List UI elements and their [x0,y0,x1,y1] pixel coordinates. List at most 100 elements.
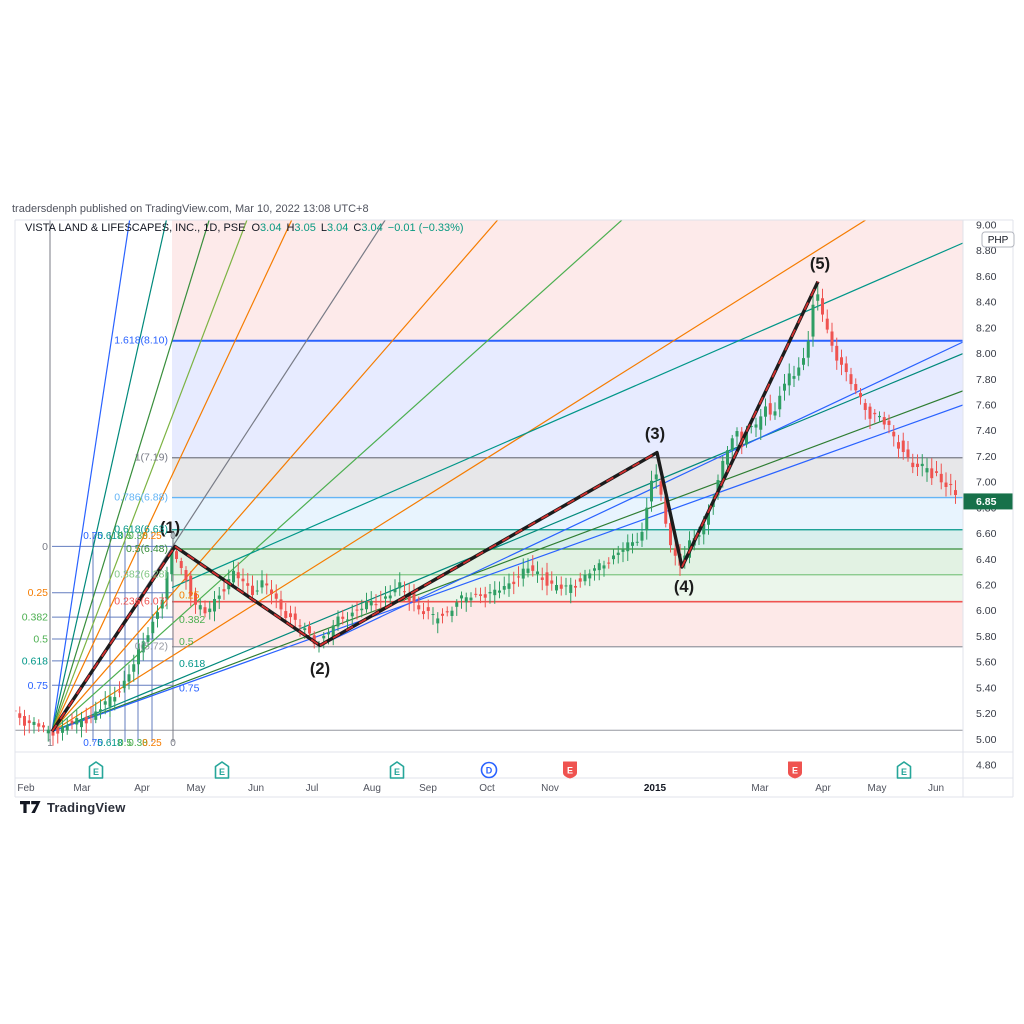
candle-body [783,383,786,391]
candle-body [939,473,943,483]
fan-ray[interactable] [51,390,963,733]
time-axis-label: Jun [248,783,264,794]
candle-body [669,523,672,546]
candle-body [113,697,117,702]
earnings-badge-icon[interactable]: E [389,761,405,779]
elliott-wave-lines[interactable] [50,280,820,733]
earnings-badge-icon[interactable]: E [88,761,104,779]
candle-body [521,568,525,579]
ohlc-pair: O3.04 [251,222,282,234]
candle-body [388,595,392,599]
candle-body [137,648,140,665]
fan-ray[interactable] [171,242,963,589]
price-axis-label: 6.00 [976,605,997,617]
candle-body [863,403,867,410]
candle-body [460,595,463,599]
candle-body [597,563,601,571]
fan-ray[interactable] [51,404,963,733]
fib-inner-label: 0.75 [179,682,200,694]
candle-body [664,496,668,524]
candle-body [255,590,259,592]
candle-body [23,716,26,726]
candle-body [455,602,459,607]
price-axis-label: 6.20 [976,580,997,592]
time-axis-label: May [187,783,206,794]
plot-area[interactable]: (1) (2) (3) (4) (5) 1.618(8.10) 1(7.19) 0.786(6… [14,217,964,749]
fan-ray[interactable] [51,217,131,732]
candle-body [944,482,948,488]
time-zone-label: 0.38 [128,531,148,542]
time-zone-label: 0.618 [97,531,122,542]
time-zone-label: 0 [170,738,176,749]
fan-ray[interactable] [51,353,963,733]
candle-body [806,341,810,358]
candle-body [749,426,753,428]
candle-body [949,483,953,486]
candle-body [170,551,174,575]
fib-extension-label: 0(5.72) [135,641,168,653]
currency-badge-label: PHP [988,235,1009,246]
candle-body [593,568,596,571]
price-axis[interactable]: 9.00 8.80 8.60 8.40 8.20 8.00 7.80 7.60 7.40 7.20… [963,220,1015,772]
price-axis-label: 7.00 [976,477,997,489]
candle-body [327,632,330,635]
earnings-badge-icon[interactable]: E [563,761,577,779]
candle-body [854,384,858,391]
time-axis-label: Sep [419,783,437,794]
time-axis[interactable]: Feb Mar Apr May Jun Jul Aug Sep Oct Nov 2015 Mar Apr… [17,761,944,794]
price-axis-label: 5.80 [976,631,997,643]
candle-body [792,376,796,379]
fan-ray[interactable] [51,217,210,732]
fan-ray[interactable] [51,217,293,732]
candle-body [251,585,254,596]
candle-body [232,570,235,583]
time-axis-label: Oct [479,783,495,794]
elliott-wave-dash [319,451,658,647]
fib-extension-labels: 1.618(8.10) 1(7.19) 0.786(6.88) 0.618(6.63)… [114,335,168,653]
fan-ray[interactable] [51,217,870,733]
time-axis-label: Jul [306,783,319,794]
price-axis-label: 7.60 [976,400,997,412]
fib-extension-label: 1.618(8.10) [114,335,168,347]
candle-body [75,718,79,725]
fan-ray[interactable] [51,217,168,732]
candle-body [825,318,829,330]
fib-extension-label: 0.618(6.63) [114,524,168,536]
time-axis-label: Feb [17,783,35,794]
currency-badge[interactable]: PHP [981,231,1015,248]
fib-inner-label: 0.25 [179,590,200,602]
earnings-badge-icon[interactable]: E [214,761,230,779]
candle-body [488,592,492,594]
fib-margin-label: 0.382 [22,612,48,624]
candle-body [844,363,848,373]
time-axis-label: 2015 [644,783,667,794]
candle-body [384,596,387,599]
time-zone-label: 0.75 [83,738,103,749]
candle-body [217,595,221,599]
earnings-badge-icon[interactable]: E [788,761,802,779]
wave-labels: (1) (2) (3) (4) (5) [160,255,830,678]
candle-body [298,625,302,627]
fib-margin-label: 0.5 [33,634,48,646]
tradingview-logo-icon [20,801,41,813]
fan-ray[interactable] [51,217,248,732]
badge-letter: D [486,766,493,776]
fan-ray[interactable] [51,217,500,732]
badge-letter: E [792,766,798,776]
candle-body [336,616,340,627]
candle-body [892,431,896,437]
candle-body [146,635,150,642]
candle-body [15,710,17,712]
candle-body [764,406,767,417]
dividend-badge-icon[interactable]: D [480,761,498,779]
price-axis-label: 7.40 [976,425,997,437]
earnings-badge-icon[interactable]: E [896,761,912,779]
candle-body [346,619,349,621]
fib-extension-label: 0.382(6.28) [114,569,168,581]
fib-margin-label: 0.75 [28,680,49,692]
candle-body [46,729,50,734]
candle-body [436,618,440,624]
candle-body [441,613,444,616]
time-zone-label: 0.25 [142,531,162,542]
